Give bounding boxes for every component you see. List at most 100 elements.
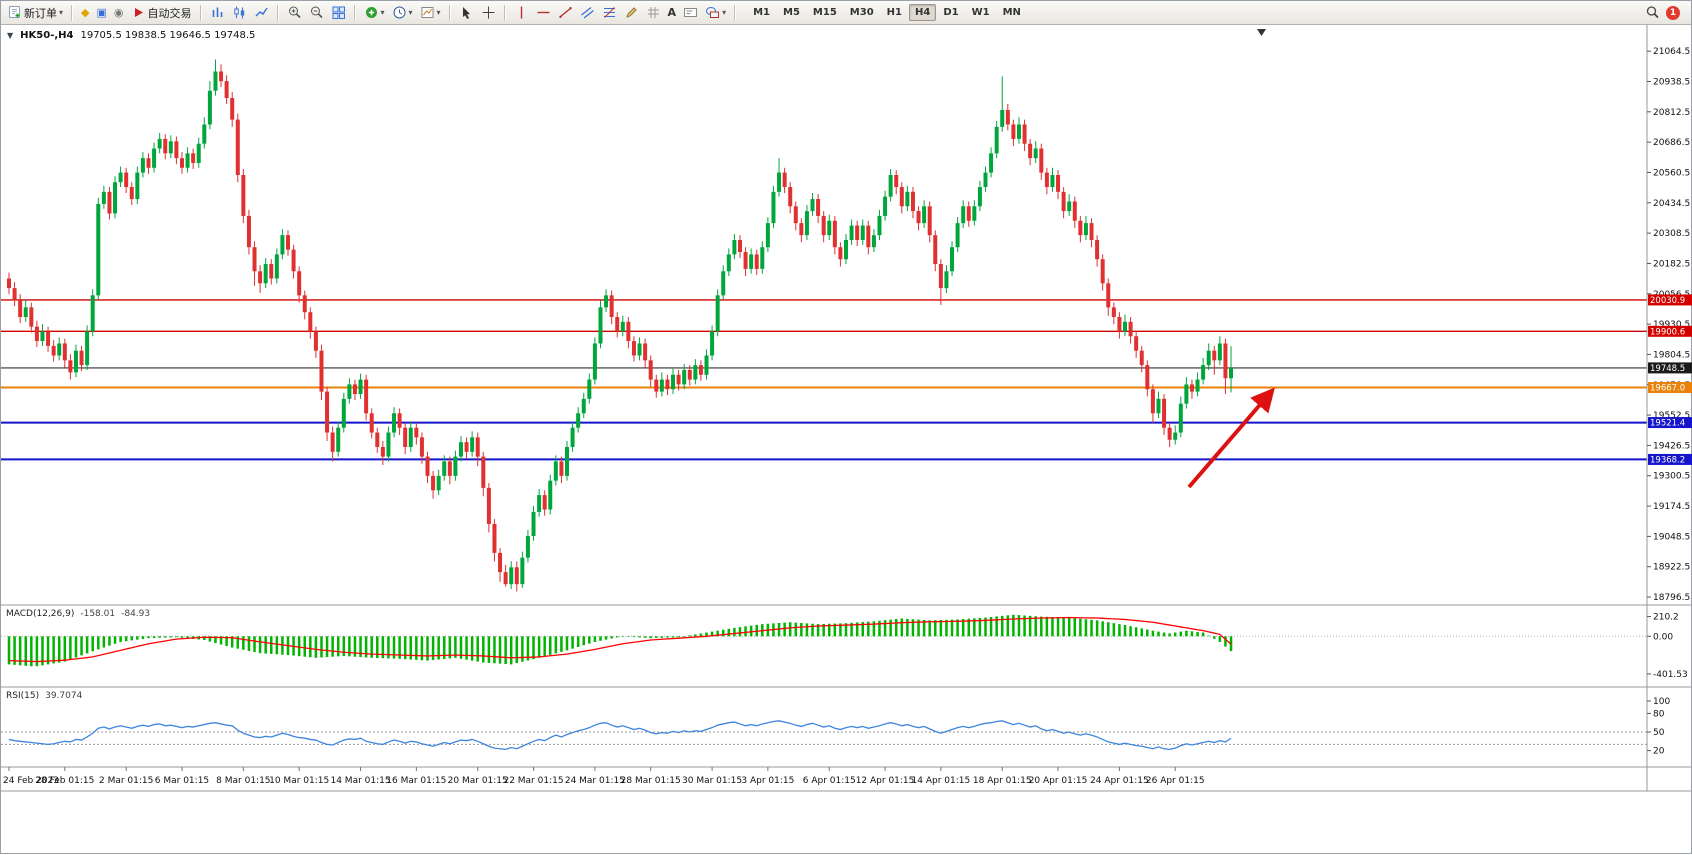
new-order-button[interactable]: 新订单 ▾ [4,3,66,23]
zoom-out-button[interactable] [306,3,327,23]
text-tool-button[interactable]: A [665,3,680,23]
draw-tool-button[interactable] [621,3,642,23]
svg-text:19521.4: 19521.4 [1650,419,1685,429]
svg-text:6 Apr 01:15: 6 Apr 01:15 [803,776,856,786]
svg-text:16 Mar 01:15: 16 Mar 01:15 [386,776,446,786]
trendline-icon [558,5,573,20]
svg-text:210.2: 210.2 [1653,613,1679,623]
clock-icon [392,5,407,20]
horizontal-line-icon [536,5,551,20]
svg-text:19426.5: 19426.5 [1653,441,1690,451]
template-menu-button[interactable]: ▾ [417,3,444,23]
toolbar-separator [449,5,451,21]
search-icon[interactable] [1645,5,1660,20]
horizontal-line-tool-button[interactable] [533,3,554,23]
algo-trading-button[interactable]: 自动交易 [128,3,195,23]
svg-text:20686.5: 20686.5 [1653,138,1690,148]
notification-badge[interactable]: 1 [1666,6,1680,20]
new-order-label: 新订单 [24,5,57,21]
navigator-button[interactable]: ◉ [111,3,127,23]
candlestick-chart-button[interactable] [229,3,250,23]
text-label-tool-button[interactable] [680,3,701,23]
dropdown-caret-icon: ▾ [437,9,441,17]
rsi-indicator-label: RSI(15) 39.7074 [6,691,82,701]
svg-text:19174.5: 19174.5 [1653,502,1690,512]
svg-text:24 Apr 01:15: 24 Apr 01:15 [1090,776,1149,786]
timeframe-m1-button[interactable]: M1 [747,4,776,21]
data-window-button[interactable]: ▣ [93,3,109,23]
cursor-icon [459,5,474,20]
grid-tool-button[interactable] [643,3,664,23]
svg-text:3 Apr 01:15: 3 Apr 01:15 [741,776,794,786]
timeframe-mn-button[interactable]: MN [997,4,1027,21]
svg-text:14 Mar 01:15: 14 Mar 01:15 [330,776,390,786]
svg-text:19804.5: 19804.5 [1653,350,1690,360]
toolbar-right-cluster: 1 [1645,5,1688,20]
svg-text:0.00: 0.00 [1653,632,1673,642]
svg-text:12 Apr 01:15: 12 Apr 01:15 [856,776,915,786]
data-window-icon: ▣ [96,7,106,18]
template-icon [420,5,435,20]
svg-text:20938.5: 20938.5 [1653,77,1690,87]
svg-text:20308.5: 20308.5 [1653,229,1690,239]
svg-text:2 Mar 01:15: 2 Mar 01:15 [99,776,153,786]
candlestick-chart-icon [232,5,247,20]
cursor-tool-button[interactable] [456,3,477,23]
svg-text:24 Mar 01:15: 24 Mar 01:15 [565,776,625,786]
svg-text:22 Mar 01:15: 22 Mar 01:15 [503,776,563,786]
channel-tool-button[interactable] [577,3,598,23]
line-chart-button[interactable] [251,3,272,23]
timeframe-w1-button[interactable]: W1 [966,4,996,21]
candles-layer [7,59,1233,591]
tile-windows-icon [331,5,346,20]
chart-shift-marker-icon[interactable] [1257,29,1266,36]
svg-text:100: 100 [1653,697,1670,707]
macd-name: MACD(12,26,9) [6,609,74,619]
tile-windows-button[interactable] [328,3,349,23]
market-watch-button[interactable]: ◆ [78,3,92,23]
timeframe-m15-button[interactable]: M15 [807,4,843,21]
fibonacci-icon [602,5,617,20]
main-toolbar: 新订单 ▾ ◆ ▣ ◉ 自动交易 ▾ ▾ ▾ A [1,1,1691,25]
timeframe-menu-button[interactable]: ▾ [389,3,416,23]
zoom-in-icon [287,5,302,20]
bar-chart-button[interactable] [207,3,228,23]
chart-title: ▼ HK50-,H4 19705.5 19838.5 19646.5 19748… [7,30,255,41]
svg-text:20812.5: 20812.5 [1653,108,1690,118]
crosshair-tool-button[interactable] [478,3,499,23]
timeframe-h4-button[interactable]: H4 [909,4,936,21]
timeframe-h1-button[interactable]: H1 [881,4,908,21]
svg-text:18796.5: 18796.5 [1653,593,1690,603]
add-indicator-button[interactable]: ▾ [361,3,388,23]
zoom-in-button[interactable] [284,3,305,23]
fibonacci-tool-button[interactable] [599,3,620,23]
toolbar-separator [71,5,73,21]
shapes-tool-button[interactable]: ▾ [702,3,729,23]
timeframe-m5-button[interactable]: M5 [777,4,806,21]
svg-text:19667.0: 19667.0 [1650,384,1685,394]
toolbar-separator [277,5,279,21]
market-watch-icon: ◆ [81,7,89,18]
annotation-arrow[interactable] [1189,392,1271,487]
trendline-tool-button[interactable] [555,3,576,23]
shapes-icon [705,5,720,20]
svg-text:26 Apr 01:15: 26 Apr 01:15 [1146,776,1205,786]
timeframe-m30-button[interactable]: M30 [844,4,880,21]
svg-text:50: 50 [1653,728,1665,738]
vertical-line-tool-button[interactable] [511,3,532,23]
svg-text:28 Feb 01:15: 28 Feb 01:15 [35,776,94,786]
grid-icon [646,5,661,20]
svg-text:18 Apr 01:15: 18 Apr 01:15 [973,776,1032,786]
horizontal-level-lines[interactable] [1,300,1647,459]
svg-text:19300.5: 19300.5 [1653,472,1690,482]
algo-trading-icon [131,5,146,20]
chart-symbol-label: HK50-,H4 [20,30,73,41]
macd-panel [1,615,1647,667]
chart-canvas[interactable]: 21064.520938.520812.520686.520560.520434… [1,25,1692,855]
one-click-trading-toggle-icon[interactable]: ▼ [7,31,13,40]
price-axis[interactable]: 21064.520938.520812.520686.520560.520434… [1647,47,1690,756]
timeframe-d1-button[interactable]: D1 [937,4,964,21]
